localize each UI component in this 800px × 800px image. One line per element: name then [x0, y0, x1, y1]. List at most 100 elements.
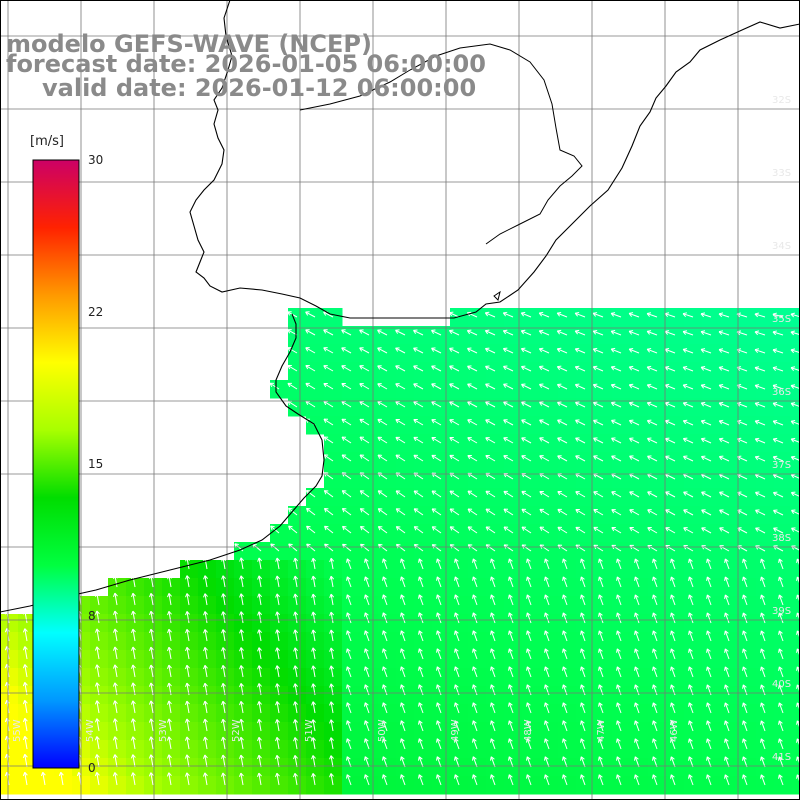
- wind-arrow: [130, 736, 136, 750]
- wind-arrow: [436, 702, 442, 714]
- wind-arrow: [544, 720, 550, 732]
- wind-arrow: [417, 774, 424, 786]
- wind-arrow: [718, 384, 730, 390]
- wind-arrow: [449, 329, 460, 336]
- wind-speed-cell: [630, 776, 649, 795]
- wind-arrow: [341, 365, 352, 372]
- wind-speed-cell: [612, 686, 631, 705]
- wind-speed-cell: [216, 632, 235, 651]
- wind-speed-cell: [324, 758, 343, 777]
- wind-arrow: [94, 736, 100, 750]
- wind-speed-cell: [324, 722, 343, 741]
- wind-arrow: [520, 365, 532, 372]
- wind-arrow: [700, 348, 712, 354]
- wind-speed-cell: [450, 596, 469, 615]
- wind-speed-cell: [648, 380, 667, 399]
- wind-speed-cell: [324, 380, 343, 399]
- wind-speed-cell: [126, 740, 145, 759]
- wind-speed-cell: [288, 308, 307, 327]
- wind-speed-cell: [612, 596, 631, 615]
- wind-arrow: [724, 558, 730, 570]
- wind-speed-cell: [324, 434, 343, 453]
- wind-arrow: [130, 664, 136, 678]
- wind-arrow: [324, 525, 334, 534]
- wind-speed-cell: [324, 578, 343, 597]
- wind-speed-cell: [666, 344, 685, 363]
- wind-speed-cell: [414, 668, 433, 687]
- wind-arrow: [611, 526, 622, 534]
- wind-arrow: [257, 665, 262, 678]
- wind-arrow: [629, 437, 640, 444]
- wind-arrow: [562, 648, 568, 660]
- wind-arrow: [592, 365, 604, 372]
- wind-speed-cell: [360, 362, 379, 381]
- wind-arrow: [341, 383, 352, 390]
- wind-arrow: [342, 525, 352, 534]
- wind-speed-cell: [504, 776, 523, 795]
- wind-arrow: [616, 576, 622, 588]
- wind-arrow: [113, 592, 118, 606]
- wind-arrow: [700, 330, 712, 336]
- wind-speed-cell: [486, 722, 505, 741]
- wind-arrow: [341, 400, 352, 408]
- wind-speed-cell: [558, 722, 577, 741]
- wind-speed-cell: [666, 668, 685, 687]
- wind-arrow: [670, 666, 676, 678]
- wind-speed-cell: [558, 326, 577, 345]
- wind-speed-cell: [576, 398, 595, 417]
- wind-speed-cell: [378, 344, 397, 363]
- wind-speed-cell: [792, 578, 800, 597]
- wind-arrow: [665, 491, 676, 498]
- wind-arrow: [706, 756, 712, 768]
- wind-speed-cell: [378, 434, 397, 453]
- longitude-label: 50W: [377, 719, 388, 742]
- wind-speed-cell: [486, 560, 505, 579]
- wind-speed-cell: [432, 416, 451, 435]
- wind-speed-cell: [414, 506, 433, 525]
- wind-arrow: [311, 701, 316, 714]
- wind-arrow: [22, 699, 28, 714]
- wind-speed-cell: [594, 668, 613, 687]
- wind-speed-cell: [684, 578, 703, 597]
- wind-arrow: [665, 509, 676, 516]
- wind-speed-cell: [522, 632, 541, 651]
- wind-arrow: [670, 558, 676, 570]
- wind-arrow: [131, 592, 136, 606]
- wind-speed-cell: [774, 344, 793, 363]
- wind-arrow: [359, 454, 370, 462]
- wind-speed-cell: [756, 596, 775, 615]
- wind-speed-cell: [774, 380, 793, 399]
- wind-arrow: [629, 455, 640, 462]
- wind-arrow: [670, 738, 676, 750]
- wind-speed-cell: [504, 308, 523, 327]
- wind-speed-cell: [432, 326, 451, 345]
- wind-arrow: [670, 594, 676, 606]
- wind-speed-cell: [702, 722, 721, 741]
- wind-arrow: [525, 774, 532, 786]
- wind-arrow: [467, 437, 478, 444]
- wind-arrow: [22, 628, 28, 642]
- wind-arrow: [754, 419, 766, 426]
- wind-arrow: [431, 490, 442, 498]
- longitude-label: 52W: [231, 719, 242, 742]
- wind-speed-cell: [450, 686, 469, 705]
- wind-arrow: [293, 629, 299, 642]
- wind-arrow: [611, 491, 622, 498]
- wind-speed-cell: [540, 434, 559, 453]
- wind-speed-cell: [648, 740, 667, 759]
- wind-arrow: [364, 630, 370, 642]
- wind-arrow: [22, 610, 28, 624]
- wind-arrow: [130, 772, 136, 786]
- wind-arrow: [453, 774, 460, 786]
- wind-speed-cell: [504, 362, 523, 381]
- wind-arrow: [341, 418, 352, 426]
- wind-arrow: [293, 665, 299, 678]
- wind-arrow: [472, 630, 478, 642]
- wind-speed-cell: [198, 704, 217, 723]
- wind-speed-cell: [558, 776, 577, 795]
- wind-speed-cell: [504, 740, 523, 759]
- wind-speed-cell: [774, 704, 793, 723]
- wind-speed-cell: [378, 758, 397, 777]
- wind-speed-cell: [324, 686, 343, 705]
- wind-arrow: [395, 508, 406, 516]
